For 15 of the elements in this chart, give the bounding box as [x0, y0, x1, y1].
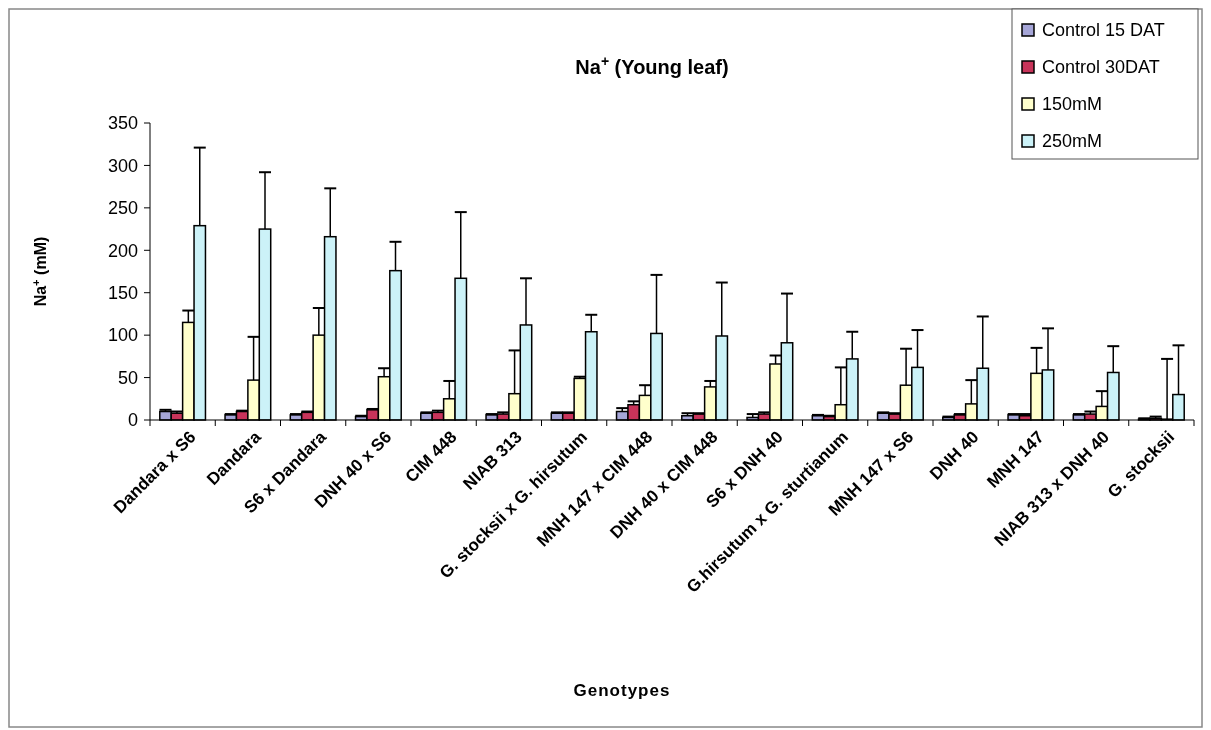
legend-label: 250mM	[1042, 131, 1103, 152]
y-tick-label: 0	[127, 410, 138, 431]
y-tick-label: 100	[107, 325, 138, 346]
chart-title: Na$^{+}$ (Young leaf)	[575, 53, 729, 78]
legend-label: Control 30DAT	[1042, 57, 1160, 78]
y-tick-label: 150	[107, 283, 138, 304]
y-tick-label: 250	[107, 198, 138, 219]
legend-label: 150mM	[1042, 94, 1103, 115]
y-tick-label: 300	[107, 155, 138, 176]
y-tick-label: 50	[117, 367, 138, 388]
x-tick-label: CIM 448	[401, 427, 461, 487]
y-tick-label: 200	[107, 240, 138, 261]
x-axis-title: Genotypes	[573, 681, 671, 700]
legend-label: Control 15 DAT	[1042, 20, 1165, 41]
y-tick-label: 350	[107, 113, 138, 134]
